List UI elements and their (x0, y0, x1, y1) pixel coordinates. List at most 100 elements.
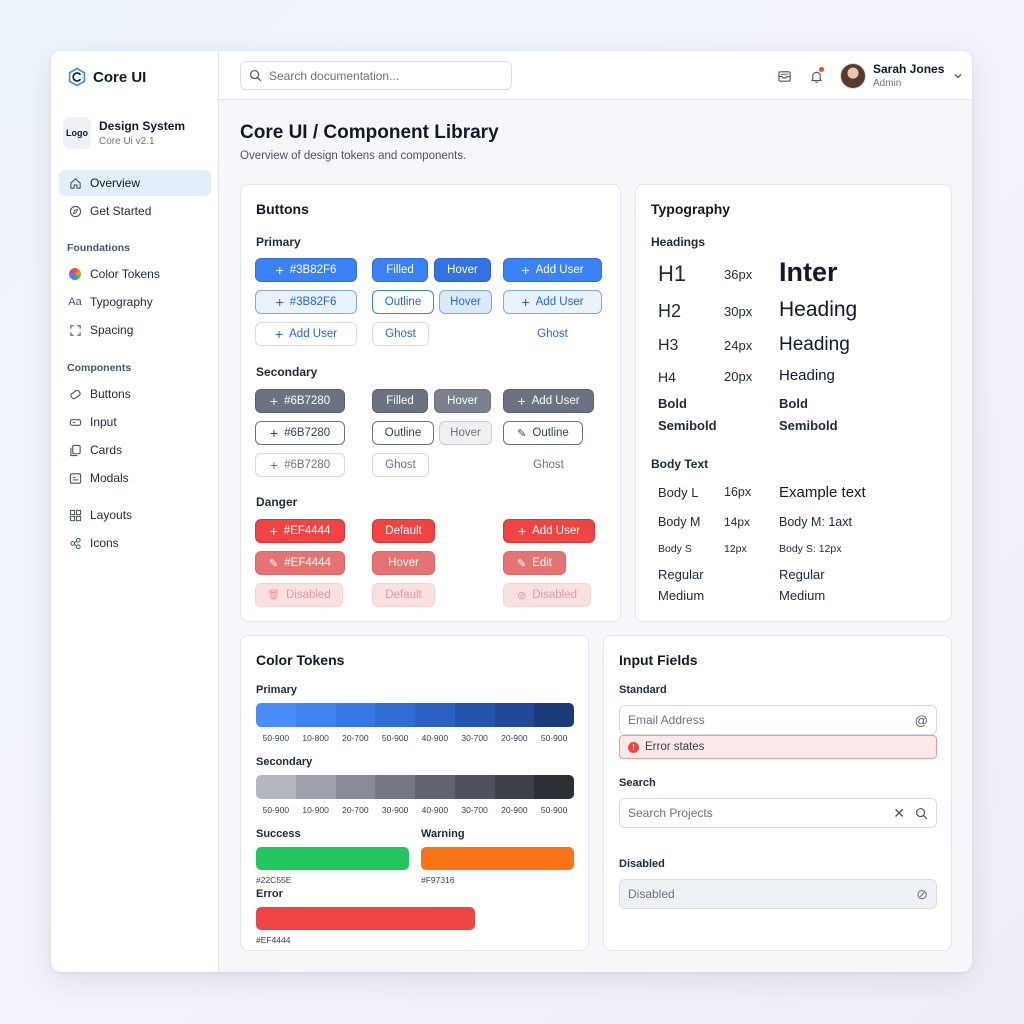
color-swatch[interactable] (415, 775, 455, 799)
sidebar-item-color-tokens[interactable]: Color Tokens (59, 261, 211, 287)
home-icon (68, 176, 82, 190)
color-swatch[interactable] (494, 775, 535, 799)
secondary-outline-hover-button[interactable]: Hover (439, 421, 492, 445)
button-label: Default (385, 525, 422, 537)
h2-tag: H2 (658, 301, 682, 321)
doc-search[interactable] (240, 61, 512, 90)
color-swatch[interactable] (335, 775, 376, 799)
sidebar-item-overview[interactable]: Overview (59, 170, 211, 196)
search-projects-field[interactable]: ✕ (619, 798, 937, 828)
search-projects-input[interactable] (628, 806, 894, 820)
sidebar-item-typography[interactable]: Aa Typography (59, 289, 211, 315)
sidebar-item-label: Get Started (90, 204, 152, 218)
sidebar-item-modals[interactable]: Modals (59, 465, 211, 491)
sidebar-item-label: Cards (90, 443, 123, 457)
button-label: #6B7280 (284, 459, 331, 471)
primary-add-user-outline-button[interactable]: + Add User (503, 290, 602, 314)
disabled-field: ⊘ (619, 879, 937, 909)
at-sign-icon: @ (914, 712, 928, 728)
color-swatch[interactable] (295, 775, 336, 799)
color-swatch[interactable] (454, 775, 495, 799)
primary-outline-hover-button[interactable]: Hover (439, 290, 492, 314)
sidebar-item-label: Modals (90, 471, 129, 485)
semibold-sample: Semibold (779, 418, 838, 433)
secondary-ghost-button[interactable]: Ghost (372, 453, 429, 477)
secondary-hex-button[interactable]: + #6B7280 (255, 389, 345, 413)
color-swatch[interactable] (534, 703, 574, 727)
primary-scale-labels: 50-900 10-800 20-700 50-900 40-900 30-700 20-9… (256, 733, 574, 743)
danger-add-user-button[interactable]: + Add User (503, 519, 595, 543)
sidebar-item-icons[interactable]: Icons (59, 530, 211, 556)
sidebar-item-spacing[interactable]: Spacing (59, 317, 211, 343)
secondary-hex-outline-button[interactable]: + #6B7280 (255, 421, 345, 445)
email-input[interactable] (628, 713, 915, 727)
color-swatch[interactable] (375, 775, 415, 799)
search-label: Search (619, 777, 656, 789)
color-swatch[interactable] (256, 703, 296, 727)
inbox-icon[interactable] (775, 67, 793, 85)
primary-hex-outline-button[interactable]: + #3B82F6 (255, 290, 357, 314)
primary-ghost-button[interactable]: Ghost (372, 322, 429, 346)
danger-hex-hover-button[interactable]: ✎ #EF4444 (255, 551, 345, 575)
secondary-filled-button[interactable]: Filled (372, 389, 428, 413)
primary-add-user-button[interactable]: + Add User (503, 258, 602, 282)
sidebar-item-layouts[interactable]: Layouts (59, 502, 211, 528)
danger-default-disabled-button: Default (372, 583, 435, 607)
email-field[interactable]: @ (619, 705, 937, 735)
user-menu[interactable]: Sarah Jones Admin (840, 62, 963, 89)
sidebar: Core UI Logo Design System Core Ui v2.1 … (51, 51, 219, 972)
color-swatch[interactable] (335, 703, 376, 727)
color-swatch[interactable] (454, 703, 495, 727)
design-system-switcher[interactable]: Logo Design System Core Ui v2.1 (63, 117, 185, 149)
sidebar-item-buttons[interactable]: Buttons (59, 381, 211, 407)
color-swatch[interactable] (494, 703, 535, 727)
h2-size: 30px (724, 304, 753, 319)
sidebar-item-input[interactable]: Input (59, 409, 211, 435)
secondary-edit-outline-button[interactable]: ✎ Outline (503, 421, 583, 445)
plus-icon: + (521, 294, 530, 310)
color-swatch[interactable] (375, 703, 415, 727)
secondary-outline-button[interactable]: Outline (372, 421, 434, 445)
danger-hover-button[interactable]: Hover (372, 551, 435, 575)
secondary-hover-button[interactable]: Hover (434, 389, 491, 413)
bold-label: Bold (658, 396, 687, 411)
swatch-scale-label: 50-900 (381, 733, 409, 743)
secondary-tokens-label: Secondary (256, 756, 313, 768)
color-swatch[interactable] (256, 775, 296, 799)
danger-hex-button[interactable]: + #EF4444 (255, 519, 345, 543)
danger-edit-button[interactable]: ✎ Edit (503, 551, 566, 575)
notification-bell-icon[interactable] (807, 67, 825, 85)
color-swatch[interactable] (415, 703, 455, 727)
warning-hex: #F97316 (421, 875, 455, 885)
page-subtitle: Overview of design tokens and components… (240, 150, 467, 162)
sidebar-item-cards[interactable]: Cards (59, 437, 211, 463)
button-label: Add User (535, 264, 584, 276)
button-label: Hover (388, 557, 419, 569)
primary-outline-button[interactable]: Outline (372, 290, 434, 314)
secondary-ghost-text-button[interactable]: Ghost (503, 453, 594, 477)
color-swatch[interactable] (295, 703, 336, 727)
search-icon[interactable] (915, 807, 928, 820)
body-s-tag: Body S (658, 543, 692, 555)
secondary-hex-ghost-button[interactable]: + #6B7280 (255, 453, 345, 477)
doc-search-input[interactable] (269, 68, 499, 83)
sidebar-item-get-started[interactable]: Get Started (59, 198, 211, 224)
primary-filled-button[interactable]: Filled (372, 258, 428, 282)
sidebar-item-label: Input (90, 415, 117, 429)
primary-hover-button[interactable]: Hover (434, 258, 491, 282)
primary-hex-button[interactable]: + #3B82F6 (255, 258, 357, 282)
primary-add-user-ghost-button[interactable]: + Add User (255, 322, 357, 346)
secondary-add-user-button[interactable]: + Add User (503, 389, 594, 413)
color-swatch[interactable] (534, 775, 574, 799)
swatch-scale-label: 50-900 (540, 733, 568, 743)
swatch-scale-label: 30-900 (381, 805, 409, 815)
ds-logo: Logo (63, 117, 91, 149)
clear-icon[interactable]: ✕ (893, 804, 905, 821)
error-hex: #EF4444 (256, 935, 291, 945)
h1-sample: Inter (779, 257, 838, 287)
danger-default-button[interactable]: Default (372, 519, 435, 543)
brand[interactable]: Core UI (67, 65, 146, 89)
swatch-scale-label: 10-800 (302, 733, 329, 743)
button-label: Outline (532, 427, 569, 439)
primary-ghost-text-button[interactable]: Ghost (503, 322, 602, 346)
